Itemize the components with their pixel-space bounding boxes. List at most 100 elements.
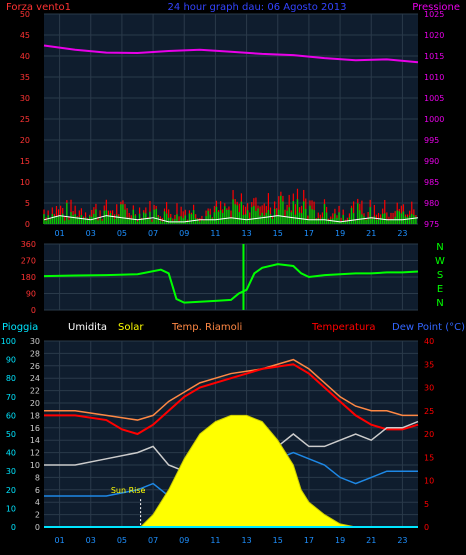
label-humidity: Umidita <box>68 322 107 333</box>
tick-label-rain: 70 <box>6 393 16 402</box>
tick-label-temp: 35 <box>424 360 434 369</box>
tick-label-hour: 15 <box>273 536 283 545</box>
tick-label-hour: 03 <box>86 229 96 238</box>
tick-label-wind: 0 <box>25 220 30 229</box>
tick-label-rain: 100 <box>1 337 16 346</box>
tick-label-humidity: 10 <box>30 461 40 470</box>
tick-label-pressure: 975 <box>424 220 439 229</box>
tick-label-temp: 5 <box>424 500 429 509</box>
tick-label-temp: 30 <box>424 384 434 393</box>
series-line-temp <box>44 363 419 436</box>
tick-label-direction: 90 <box>26 290 36 299</box>
label-rain: Pioggia <box>2 322 38 333</box>
tick-label-humidity: 24 <box>30 374 40 383</box>
tick-label-direction: 360 <box>21 240 36 249</box>
tick-label-pressure: 980 <box>424 199 439 208</box>
tick-label-humidity: 28 <box>30 349 40 358</box>
tick-label-hour: 21 <box>366 229 376 238</box>
tick-label-wind: 10 <box>20 178 30 187</box>
label-temp-indoor: Temp. Riamoli <box>171 322 242 333</box>
tick-label-hour: 17 <box>304 229 314 238</box>
tick-label-humidity: 14 <box>30 436 40 445</box>
tick-label-pressure: 985 <box>424 178 439 187</box>
tick-label-hour: 21 <box>366 536 376 545</box>
series-area-solar <box>139 414 356 528</box>
tick-label-temp: 20 <box>424 430 434 439</box>
sunrise-label: Sun Rise <box>111 486 146 495</box>
tick-label-humidity: 22 <box>30 387 40 396</box>
tick-label-rain: 80 <box>6 374 16 383</box>
tick-label-humidity: 12 <box>30 449 40 458</box>
tick-label-wind: 30 <box>20 94 30 103</box>
series-line-wind_line <box>43 215 419 223</box>
compass-label-N: N <box>436 298 443 309</box>
tick-label-humidity: 26 <box>30 362 40 371</box>
tick-label-rain: 20 <box>6 486 16 495</box>
tick-label-wind: 20 <box>20 136 30 145</box>
tick-label-hour: 13 <box>241 536 251 545</box>
tick-label-hour: 03 <box>86 536 96 545</box>
compass-label-E: E <box>437 284 443 295</box>
tick-label-temp: 25 <box>424 407 434 416</box>
tick-label-humidity: 6 <box>35 486 40 495</box>
tick-label-rain: 10 <box>6 504 16 513</box>
tick-label-humidity: 16 <box>30 424 40 433</box>
tick-label-hour: 13 <box>241 229 251 238</box>
tick-label-wind: 15 <box>20 157 30 166</box>
tick-label-humidity: 18 <box>30 411 40 420</box>
tick-label-hour: 11 <box>210 536 220 545</box>
tick-label-pressure: 995 <box>424 136 439 145</box>
label-solar: Solar <box>118 322 144 333</box>
tick-label-hour: 07 <box>148 229 158 238</box>
compass-label-W: W <box>435 256 445 267</box>
tick-label-rain: 50 <box>6 430 16 439</box>
tick-label-temp: 40 <box>424 337 434 346</box>
tick-label-pressure: 1000 <box>424 115 444 124</box>
tick-label-humidity: 2 <box>35 511 40 520</box>
tick-label-hour: 01 <box>54 229 64 238</box>
tick-label-direction: 180 <box>21 273 36 282</box>
tick-label-pressure: 1020 <box>424 31 444 40</box>
tick-label-humidity: 30 <box>30 337 40 346</box>
series-line-pressure <box>43 44 419 64</box>
tick-label-humidity: 8 <box>35 473 40 482</box>
tick-label-wind: 50 <box>20 10 30 19</box>
series-line-direction <box>43 263 419 304</box>
tick-label-wind: 40 <box>20 52 30 61</box>
tick-label-rain: 40 <box>6 449 16 458</box>
tick-label-humidity: 20 <box>30 399 40 408</box>
tick-label-hour: 09 <box>179 536 189 545</box>
compass-label-N: N <box>436 242 443 253</box>
tick-label-hour: 19 <box>335 229 345 238</box>
tick-label-rain: 30 <box>6 467 16 476</box>
tick-label-hour: 09 <box>179 229 189 238</box>
tick-label-direction: 270 <box>21 257 36 266</box>
tick-label-hour: 07 <box>148 536 158 545</box>
tick-label-pressure: 990 <box>424 157 439 166</box>
header-right-label: Pressione <box>412 2 460 13</box>
tick-label-temp: 10 <box>424 477 434 486</box>
tick-label-hour: 01 <box>54 536 64 545</box>
tick-label-wind: 35 <box>20 73 30 82</box>
label-dewpoint: Dew Point (°C) <box>392 322 465 333</box>
tick-label-hour: 23 <box>397 229 407 238</box>
tick-label-hour: 05 <box>117 229 127 238</box>
tick-label-rain: 0 <box>11 523 16 532</box>
tick-label-hour: 05 <box>117 536 127 545</box>
tick-label-hour: 17 <box>304 536 314 545</box>
header-left-label: Forza vento1 <box>6 2 71 13</box>
tick-label-pressure: 1005 <box>424 94 444 103</box>
tick-label-wind: 5 <box>25 199 30 208</box>
tick-label-temp: 15 <box>424 453 434 462</box>
compass-label-S: S <box>437 270 443 281</box>
tick-label-hour: 11 <box>210 229 220 238</box>
label-temperature: Temperatura <box>311 322 376 333</box>
tick-label-pressure: 1010 <box>424 73 444 82</box>
tick-label-humidity: 4 <box>35 498 40 507</box>
tick-label-rain: 90 <box>6 356 16 365</box>
chart-title: 24 hour graph dau: 06 Agosto 2013 <box>168 2 347 13</box>
tick-label-hour: 19 <box>335 536 345 545</box>
tick-label-direction: 0 <box>31 306 36 315</box>
